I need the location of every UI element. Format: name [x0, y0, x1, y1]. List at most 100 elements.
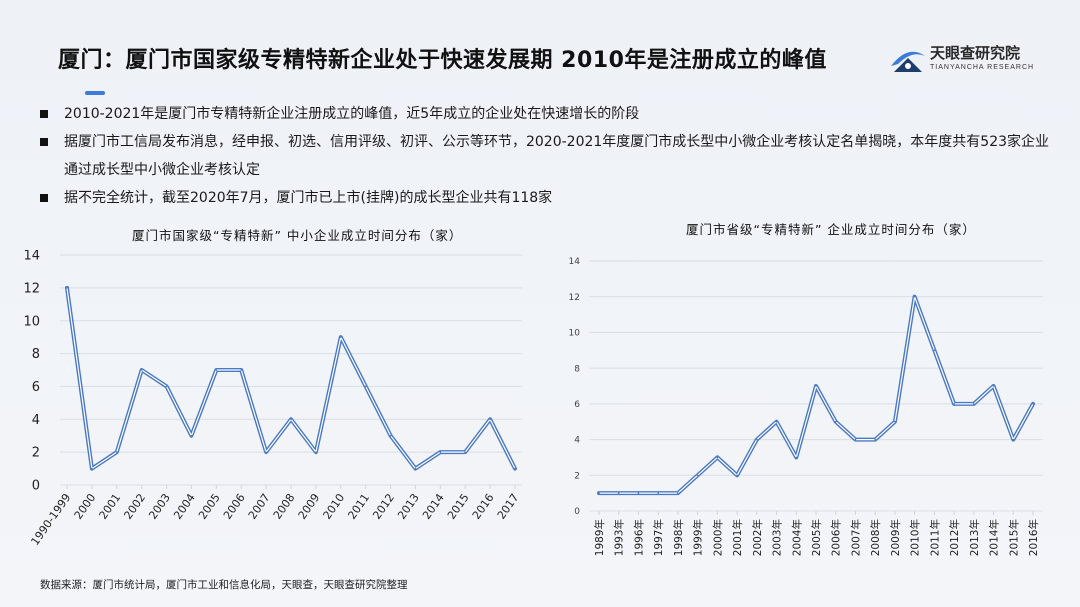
x-tick-label: 2010年 — [909, 519, 922, 556]
data-point — [992, 385, 995, 387]
data-point — [91, 467, 93, 470]
data-point — [265, 451, 267, 453]
x-tick-label: 2005年 — [810, 519, 823, 556]
bullet-item: 据不完全统计，截至2020年7月，厦门市已上市(挂牌)的成长型企业共有118家 — [40, 184, 1050, 212]
x-tick-label: 2000年 — [711, 519, 724, 556]
y-tick-label: 10 — [23, 314, 40, 329]
data-point — [414, 467, 417, 470]
x-tick-label: 2017 — [495, 491, 522, 521]
y-tick-label: 4 — [574, 436, 580, 446]
chart-national: 0 2 4 6 8 10 12 14 1990-199920002001200220032004… — [23, 250, 522, 548]
x-tick-label: 2010 — [321, 491, 348, 521]
data-point — [165, 385, 168, 388]
bullet-square-icon — [40, 138, 48, 146]
x-tick-label: 2001年 — [731, 519, 744, 556]
data-point — [240, 369, 243, 371]
brand-name: 天眼查研究院 — [930, 44, 1021, 62]
x-tick-label: 2004 — [171, 491, 198, 521]
x-tick-label: 2015年 — [1007, 519, 1020, 556]
y-tick-label: 2 — [574, 471, 580, 481]
y-tick-label: 0 — [32, 479, 40, 494]
data-point — [953, 403, 955, 405]
data-point — [834, 420, 837, 423]
data-point — [190, 434, 193, 437]
y-tick-label: 6 — [574, 400, 580, 410]
x-tick-label: 2011 — [345, 491, 372, 521]
tianyancha-logo-icon — [891, 51, 925, 72]
x-tick-label: 2006 — [221, 491, 248, 521]
data-point — [736, 474, 738, 477]
data-point — [489, 418, 491, 421]
y-tick-label: 8 — [574, 364, 580, 374]
data-point — [290, 418, 292, 421]
x-tick-label: 2013 — [395, 491, 422, 521]
y-tick-label: 12 — [569, 293, 580, 303]
x-tick-label: 2015 — [445, 491, 472, 521]
x-tick-label: 2007年 — [849, 519, 862, 556]
data-point — [514, 467, 516, 470]
x-tick-label: 2007 — [246, 491, 273, 521]
bullet-text: 据不完全统计，截至2020年7月，厦门市已上市(挂牌)的成长型企业共有118家 — [64, 190, 553, 206]
chart-title-national: 厦门市国家级“专精特新” 中小企业成立时间分布（家） — [132, 228, 463, 243]
data-point — [795, 456, 798, 459]
data-point — [677, 492, 679, 494]
y-tick-label: 14 — [569, 257, 581, 267]
chart-provincial: 0 2 4 6 8 10 12 14 1989年 1993年 1996年 1997年 1998年 1999… — [569, 257, 1043, 556]
y-tick-label: 4 — [32, 413, 40, 428]
bullet-text: 据厦门市工信局发布消息，经申报、初选、信用评级、初评、公示等环节，2020-20… — [64, 134, 1050, 178]
x-tick-label: 2014年 — [988, 519, 1001, 556]
data-point — [115, 451, 118, 453]
data-point — [140, 369, 143, 371]
x-tick-label: 1996年 — [632, 519, 645, 556]
source-note: 数据来源：厦门市统计局，厦门市工业和信息化局，天眼查，天眼查研究院整理 — [40, 579, 408, 591]
data-point — [315, 451, 317, 453]
y-tick-label: 6 — [32, 380, 40, 395]
x-tick-label: 2011年 — [928, 519, 941, 556]
x-tick-label: 2000 — [72, 491, 99, 521]
data-point — [439, 451, 442, 453]
data-point — [874, 438, 876, 441]
data-point — [716, 456, 719, 459]
data-point — [933, 349, 936, 352]
x-tick-label: 2002 — [121, 491, 148, 521]
data-point — [215, 369, 218, 371]
x-tick-label: 1990-1999 — [28, 491, 73, 548]
x-tick-label: 2003年 — [771, 519, 784, 556]
bullet-item: 据厦门市工信局发布消息，经申报、初选、信用评级、初评、公示等环节，2020-20… — [40, 128, 1050, 184]
y-tick-label: 0 — [574, 507, 580, 517]
x-tick-label: 1989年 — [593, 519, 606, 556]
brand-subtitle: TIANYANCHA RESEARCH — [930, 64, 1035, 71]
x-tick-label: 2009 — [296, 491, 323, 521]
x-tick-label: 2012年 — [948, 519, 961, 556]
x-tick-label: 2014 — [420, 491, 447, 521]
x-tick-label: 2016年 — [1027, 519, 1040, 556]
data-point — [657, 492, 659, 494]
series-line-outer — [65, 285, 517, 471]
data-point — [617, 492, 620, 494]
data-point — [815, 385, 817, 387]
bullet-square-icon — [40, 194, 48, 202]
x-tick-label: 1999年 — [692, 519, 705, 556]
y-tick-label: 12 — [23, 281, 40, 296]
data-point — [464, 451, 467, 453]
chart-title-provincial: 厦门市省级“专精特新” 企业成立时间分布（家） — [686, 222, 976, 237]
bullet-square-icon — [40, 110, 48, 118]
data-point — [973, 403, 975, 405]
x-tick-label: 2006年 — [830, 519, 843, 556]
data-point — [913, 295, 916, 298]
x-tick-label: 2001 — [97, 491, 124, 521]
x-tick-label: 2004年 — [790, 519, 803, 556]
brand: 天眼查研究院 TIANYANCHA RESEARCH — [888, 42, 1038, 78]
page-title: 厦门：厦门市国家级专精特新企业处于快速发展期 2010年是注册成立的峰值 — [58, 48, 827, 73]
title-underline — [85, 91, 105, 95]
y-tick-label: 8 — [32, 347, 40, 362]
bullet-list: 2010-2021年是厦门市专精特新企业注册成立的峰值，近5年成立的企业处在快速… — [40, 100, 1050, 212]
series-line-inner — [66, 287, 516, 470]
data-point — [775, 420, 778, 423]
series-line-inner — [598, 296, 1034, 494]
data-point — [364, 385, 367, 388]
data-point — [339, 336, 342, 338]
data-point — [894, 420, 896, 423]
bullet-text: 2010-2021年是厦门市专精特新企业注册成立的峰值，近5年成立的企业处在快速… — [64, 106, 640, 122]
data-point — [756, 438, 758, 441]
